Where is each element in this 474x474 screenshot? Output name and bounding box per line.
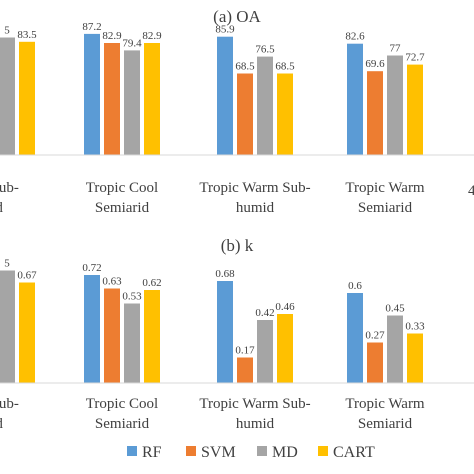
bars-k: 0.72 0.68 0.6 0.63 0.17 0.27 5 0.53 0.42 0.45 0.67…: [0, 258, 425, 383]
data-label-md-1: 0.53: [122, 291, 142, 303]
data-label-rf-1: 0.72: [82, 262, 101, 274]
data-label-rf-2: 85.9: [215, 24, 235, 36]
category-label-2-line-1: humid: [236, 416, 275, 432]
data-label-rf-2: 0.68: [215, 268, 235, 280]
bar-svm-3: [367, 342, 383, 383]
category-label-2-line-1: humid: [236, 200, 275, 216]
category-label-3-line-1: Semiarid: [358, 416, 413, 432]
bar-rf-1: [84, 33, 100, 155]
chart-title-oa: (a) OA: [213, 7, 261, 26]
data-label-md-2: 0.42: [255, 307, 274, 319]
legend-label-md: MD: [272, 444, 298, 461]
chart-title-k: (b) k: [221, 236, 254, 255]
category-label-3-line-1: Semiarid: [358, 200, 413, 216]
bar-svm-2: [237, 73, 253, 155]
data-label-md-3: 77: [390, 43, 402, 55]
bar-md-2: [257, 320, 273, 383]
legend-label-rf: RF: [142, 444, 162, 461]
category-label-1-line-1: Semiarid: [95, 200, 150, 216]
data-label-cart-3: 0.33: [405, 321, 425, 333]
bar-rf-1: [84, 275, 100, 383]
bar-md-1: [124, 303, 140, 383]
data-label-cart-1: 0.62: [142, 277, 161, 289]
data-label-cart-0: 83.5: [17, 29, 37, 41]
data-label-svm-3: 69.6: [365, 58, 385, 70]
legend-swatch-rf: [127, 446, 137, 456]
data-label-svm-1: 0.63: [102, 276, 122, 288]
category-label-1-line-1: Semiarid: [95, 416, 150, 432]
bar-cart-2: [277, 73, 293, 155]
data-label-cart-3: 72.7: [405, 52, 425, 64]
category-label-0-line-0: ol Sub-: [0, 396, 19, 412]
bar-cart-3: [407, 64, 423, 155]
data-label-svm-3: 0.27: [365, 330, 385, 342]
bar-cart-1: [144, 43, 160, 155]
bar-rf-2: [217, 36, 233, 156]
category-label-1-line-0: Tropic Cool: [86, 396, 158, 412]
bar-rf-2: [217, 281, 233, 383]
bar-cart-1: [144, 290, 160, 383]
legend: RF SVM MD CART: [127, 444, 375, 461]
data-label-rf-3: 82.6: [345, 31, 365, 43]
category-label-3-line-0: Tropic Warm: [345, 180, 425, 196]
category-labels-oa: ol Sub-id Tropic Cool Semiarid Tropic Warm …: [0, 180, 425, 216]
category-label-2-line-0: Tropic Warm Sub-: [199, 180, 310, 196]
data-label-rf-3: 0.6: [348, 280, 362, 292]
category-label-0-line-0: ol Sub-: [0, 180, 19, 196]
bar-md-3: [387, 55, 403, 155]
data-label-md-1: 79.4: [122, 37, 142, 49]
clipped-edge-label: 4: [468, 183, 474, 199]
data-label-md-0: 5: [4, 25, 10, 37]
bar-md-3: [387, 315, 403, 383]
category-labels-k: ol Sub-id Tropic Cool Semiarid Tropic Warm …: [0, 396, 425, 432]
bars-oa: 87.2 85.9 82.6 82.9 68.5 69.6 5 79.4 76.5 77 83.5 8…: [0, 21, 425, 156]
category-label-1-line-0: Tropic Cool: [86, 180, 158, 196]
bar-md-0: [0, 270, 15, 383]
bar-svm-2: [237, 357, 253, 383]
data-label-md-0: 5: [4, 258, 10, 270]
bar-rf-3: [347, 43, 363, 156]
bar-md-0: [0, 37, 15, 155]
bar-md-2: [257, 56, 273, 155]
bar-rf-3: [347, 293, 363, 383]
data-label-rf-1: 87.2: [82, 21, 101, 33]
legend-swatch-cart: [318, 446, 328, 456]
data-label-svm-2: 0.17: [235, 345, 255, 357]
data-label-svm-2: 68.5: [235, 61, 255, 73]
category-label-0-line-1: id: [0, 200, 3, 216]
category-label-2-line-0: Tropic Warm Sub-: [199, 396, 310, 412]
legend-label-cart: CART: [333, 444, 375, 461]
bar-cart-3: [407, 333, 423, 383]
data-label-md-3: 0.45: [385, 303, 405, 315]
data-label-cart-0: 0.67: [17, 270, 37, 282]
chart-panel-oa: (a) OA 87.2 85.9 82.6 82.9 68.5 69.6 5 79.4 76.5…: [0, 7, 474, 216]
bar-cart-2: [277, 314, 293, 383]
category-label-3-line-0: Tropic Warm: [345, 396, 425, 412]
bar-md-1: [124, 50, 140, 155]
bar-svm-1: [104, 288, 120, 383]
bar-cart-0: [19, 282, 35, 383]
data-label-cart-2: 0.46: [275, 301, 295, 313]
legend-label-svm: SVM: [201, 444, 236, 461]
bar-svm-1: [104, 43, 120, 155]
data-label-cart-2: 68.5: [275, 61, 295, 73]
category-label-0-line-1: id: [0, 416, 3, 432]
data-label-svm-1: 82.9: [102, 30, 122, 42]
data-label-md-2: 76.5: [255, 44, 275, 56]
legend-swatch-md: [257, 446, 267, 456]
legend-swatch-svm: [186, 446, 196, 456]
data-label-cart-1: 82.9: [142, 30, 162, 42]
bar-svm-3: [367, 71, 383, 155]
bar-cart-0: [19, 41, 35, 155]
